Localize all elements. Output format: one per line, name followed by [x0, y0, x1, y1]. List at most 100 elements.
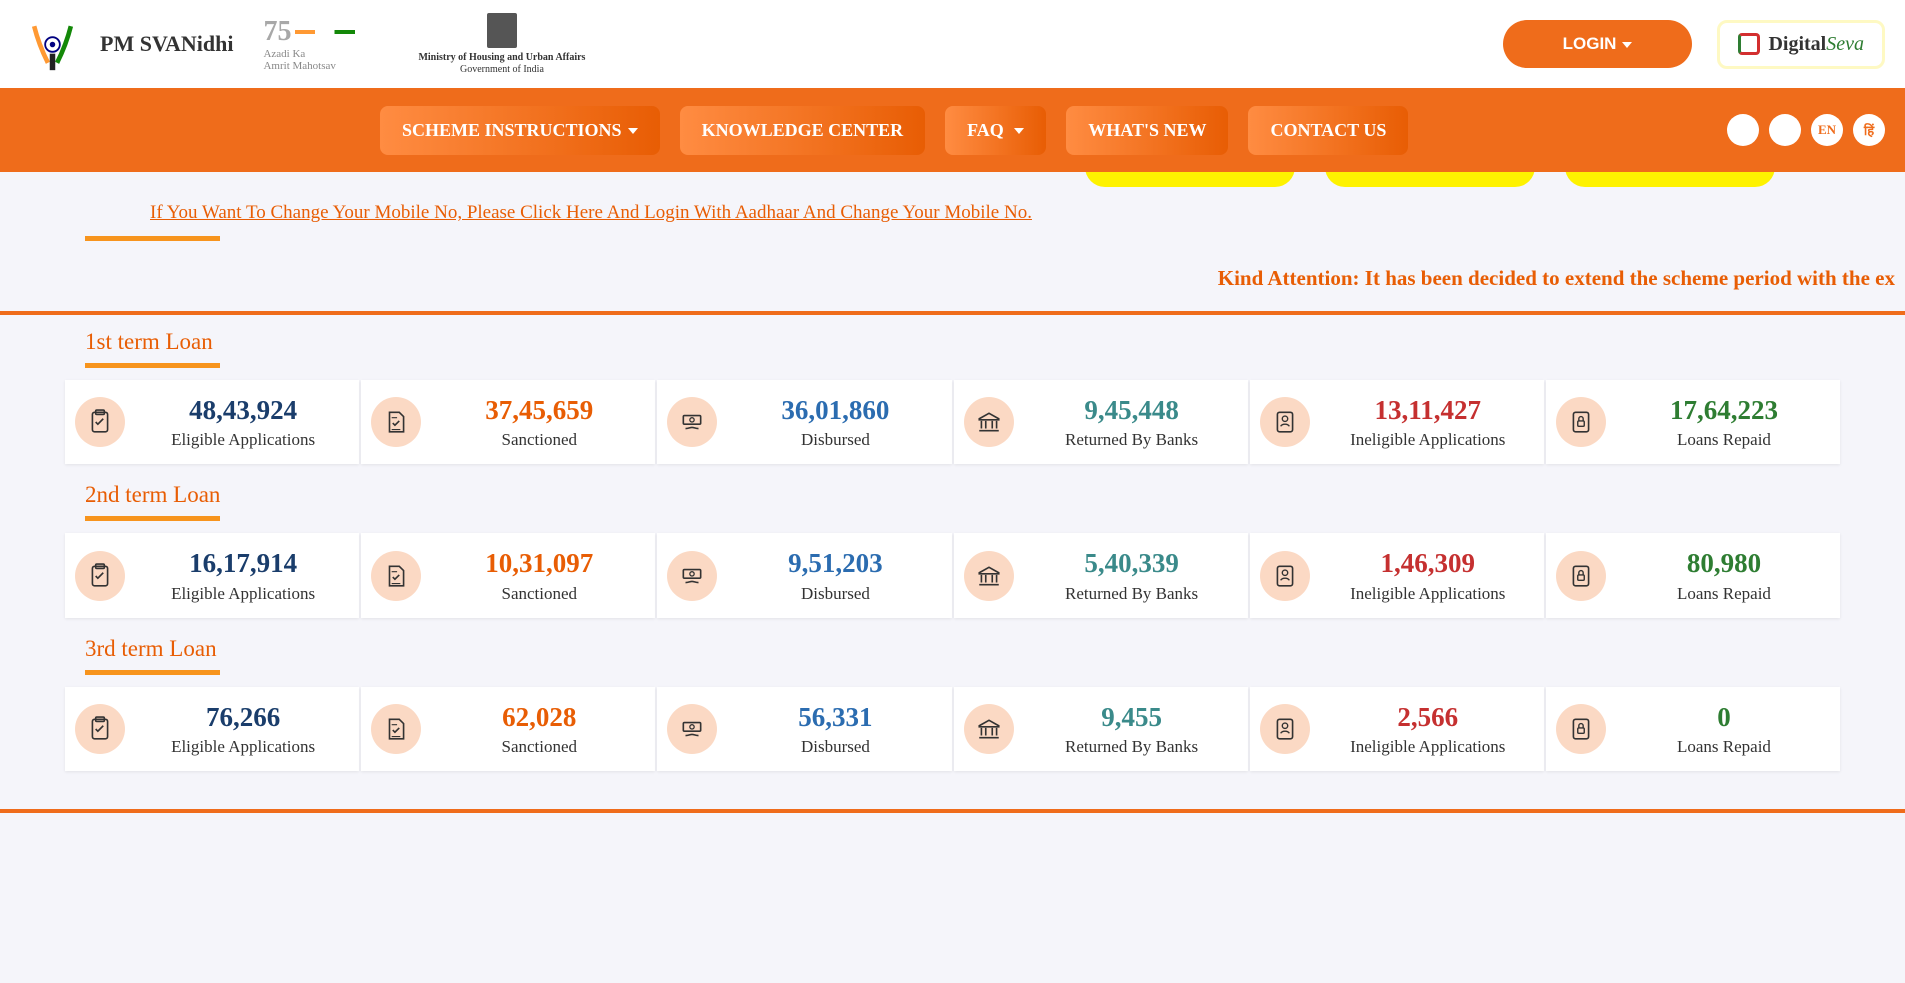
stat-eligible: 48,43,924 Eligible Applications — [65, 380, 359, 464]
stat-value: 9,455 — [1026, 701, 1238, 733]
azadi-75-text: 75 — [263, 16, 291, 48]
user-doc-icon — [1260, 551, 1310, 601]
stat-label: Returned By Banks — [1026, 430, 1238, 450]
stat-value: 13,11,427 — [1322, 394, 1534, 426]
title-underline — [85, 670, 220, 675]
document-check-icon — [371, 551, 421, 601]
clipboard-icon — [75, 397, 125, 447]
nav-faq[interactable]: FAQ — [945, 106, 1046, 155]
site-logo — [20, 12, 85, 77]
orange-divider-bottom — [0, 809, 1905, 813]
stat-value: 0 — [1618, 701, 1830, 733]
stat-label: Sanctioned — [433, 584, 645, 604]
notice-underline — [85, 236, 220, 241]
stat-value: 37,45,659 — [433, 394, 645, 426]
stat-value: 56,331 — [729, 701, 941, 733]
stat-label: Sanctioned — [433, 737, 645, 757]
loan-term-3-title: 3rd term Loan — [65, 636, 1840, 662]
top-header: PM SVANidhi 75 Azadi Ka Amrit Mahotsav M… — [0, 0, 1905, 88]
clipboard-icon — [75, 704, 125, 754]
money-hand-icon — [667, 704, 717, 754]
ds-seva-text: Seva — [1826, 33, 1864, 56]
stat-label: Loans Repaid — [1618, 584, 1830, 604]
stat-disbursed: 36,01,860 Disbursed — [657, 380, 951, 464]
stat-ineligible: 2,566 Ineligible Applications — [1250, 687, 1544, 771]
login-label: LOGIN — [1563, 34, 1617, 53]
azadi-line1: Azadi Ka — [263, 48, 305, 60]
stat-returned: 9,455 Returned By Banks — [954, 687, 1248, 771]
loan-term-2-title: 2nd term Loan — [65, 482, 1840, 508]
stat-returned: 9,45,448Returned By Banks — [954, 380, 1248, 464]
ashoka-emblem-icon — [487, 13, 517, 48]
nav-items: SCHEME INSTRUCTIONS KNOWLEDGE CENTER FAQ… — [380, 106, 1408, 155]
main-navbar: SCHEME INSTRUCTIONS KNOWLEDGE CENTER FAQ… — [0, 88, 1905, 172]
font-increase-button[interactable] — [1769, 114, 1801, 146]
document-check-icon — [371, 397, 421, 447]
stat-label: Returned By Banks — [1026, 584, 1238, 604]
ministry-line2: Government of India — [460, 64, 544, 76]
stat-value: 2,566 — [1322, 701, 1534, 733]
clipboard-icon — [75, 551, 125, 601]
stat-label: Disbursed — [729, 430, 941, 450]
money-hand-icon — [667, 551, 717, 601]
nav-knowledge-center[interactable]: KNOWLEDGE CENTER — [680, 106, 926, 155]
stat-label: Sanctioned — [433, 430, 645, 450]
stat-value: 36,01,860 — [729, 394, 941, 426]
nav-contact-us[interactable]: CONTACT US — [1248, 106, 1408, 155]
loan-term-3-section: 3rd term Loan 76,266Eligible Application… — [65, 636, 1840, 771]
stat-value: 80,980 — [1618, 547, 1830, 579]
stat-sanctioned: 37,45,659 Sanctioned — [361, 380, 655, 464]
change-mobile-link[interactable]: If You Want To Change Your Mobile No, Pl… — [150, 202, 1032, 223]
title-underline — [85, 516, 220, 521]
lang-hi-button[interactable]: हिं — [1853, 114, 1885, 146]
stat-value: 10,31,097 — [433, 547, 645, 579]
digital-seva-icon — [1738, 33, 1760, 55]
nav-faq-label: FAQ — [967, 120, 1004, 140]
user-doc-icon — [1260, 397, 1310, 447]
stat-disbursed: 9,51,203Disbursed — [657, 533, 951, 617]
lock-doc-icon — [1556, 397, 1606, 447]
stat-repaid: 17,64,223Loans Repaid — [1546, 380, 1840, 464]
loan-term-2-section: 2nd term Loan 16,17,914Eligible Applicat… — [65, 482, 1840, 617]
user-doc-icon — [1260, 704, 1310, 754]
notice-section: If You Want To Change Your Mobile No, Pl… — [0, 187, 1905, 251]
stat-value: 48,43,924 — [137, 394, 349, 426]
stat-label: Loans Repaid — [1618, 737, 1830, 757]
nav-whats-new[interactable]: WHAT'S NEW — [1066, 106, 1228, 155]
stat-disbursed: 56,331 Disbursed — [657, 687, 951, 771]
bank-icon — [964, 551, 1014, 601]
loan-term-1-section: 1st term Loan 48,43,924Eligible Applicat… — [65, 329, 1840, 464]
font-decrease-button[interactable] — [1727, 114, 1759, 146]
stat-value: 62,028 — [433, 701, 645, 733]
nav-scheme-instructions[interactable]: SCHEME INSTRUCTIONS — [380, 106, 660, 155]
azadi-flag-stripe — [295, 30, 355, 34]
stat-value: 17,64,223 — [1618, 394, 1830, 426]
digital-seva-button[interactable]: DigitalSeva — [1717, 20, 1885, 69]
stat-value: 16,17,914 — [137, 547, 349, 579]
stat-returned: 5,40,339Returned By Banks — [954, 533, 1248, 617]
stat-label: Returned By Banks — [1026, 737, 1238, 757]
stat-label: Disbursed — [729, 737, 941, 757]
bank-icon — [964, 704, 1014, 754]
stat-label: Ineligible Applications — [1322, 584, 1534, 604]
marquee-section: Kind Attention: It has been decided to e… — [0, 251, 1905, 311]
lock-doc-icon — [1556, 551, 1606, 601]
azadi-logo: 75 Azadi Ka Amrit Mahotsav — [263, 12, 358, 77]
stat-eligible: 76,266Eligible Applications — [65, 687, 359, 771]
ministry-line1: Ministry of Housing and Urban Affairs — [418, 52, 585, 64]
login-button[interactable]: LOGIN — [1503, 20, 1693, 68]
nav-right-controls: EN हिं — [1727, 114, 1885, 146]
loan-term-2-stats: 16,17,914Eligible Applications 10,31,097… — [65, 533, 1840, 617]
site-title: PM SVANidhi — [100, 31, 233, 57]
stat-value: 1,46,309 — [1322, 547, 1534, 579]
azadi-line2: Amrit Mahotsav — [263, 60, 335, 72]
lock-doc-icon — [1556, 704, 1606, 754]
stat-label: Ineligible Applications — [1322, 737, 1534, 757]
lang-en-button[interactable]: EN — [1811, 114, 1843, 146]
loan-term-1-stats: 48,43,924 Eligible Applications 37,45,659… — [65, 380, 1840, 464]
stat-ineligible: 1,46,309 Ineligible Applications — [1250, 533, 1544, 617]
stat-label: Eligible Applications — [137, 430, 349, 450]
stat-sanctioned: 62,028 Sanctioned — [361, 687, 655, 771]
nav-scheme-label: SCHEME INSTRUCTIONS — [402, 120, 622, 140]
loans-container: 1st term Loan 48,43,924Eligible Applicat… — [0, 315, 1905, 809]
